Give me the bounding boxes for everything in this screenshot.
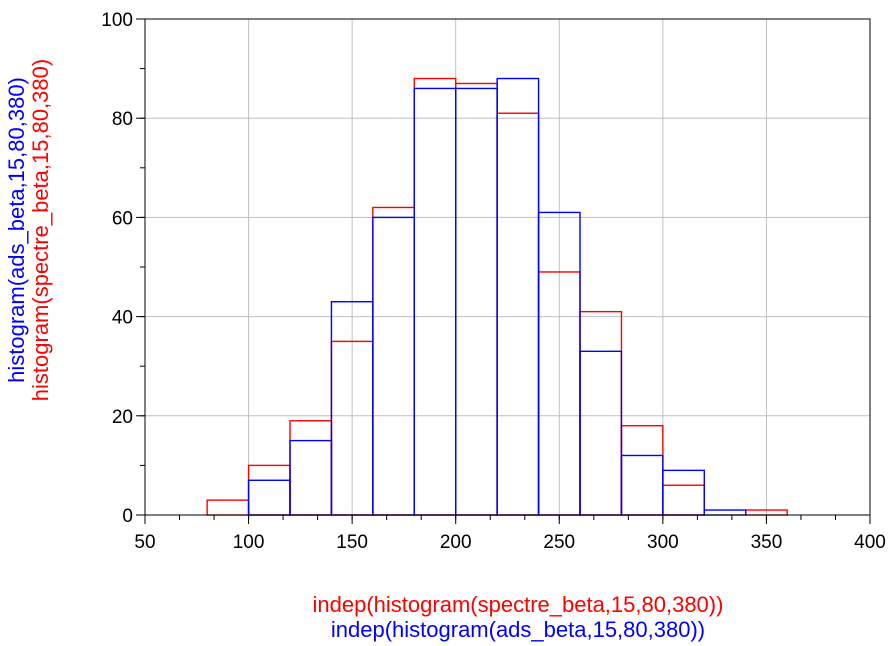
histogram-bar <box>620 454 664 516</box>
plot-frame <box>144 18 871 516</box>
histogram-bars <box>206 77 788 516</box>
histogram-bar <box>662 469 705 516</box>
x-tick-labels: 50 100 150 200 250 300 350 400 <box>134 532 885 553</box>
histogram-bar <box>579 310 623 516</box>
histogram-bar <box>247 464 291 516</box>
y-axis-title-line-1: histogram(ads_beta,15,80,380) <box>4 77 29 383</box>
histogram-bar <box>662 484 705 516</box>
axis-ticks <box>136 18 871 524</box>
x-tick-label: 250 <box>543 532 575 553</box>
x-tick-label: 150 <box>336 532 368 553</box>
y-tick-label: 20 <box>112 407 133 428</box>
x-tick-label: 300 <box>647 532 679 553</box>
y-tick-labels: 0 20 40 60 80 100 <box>101 10 133 527</box>
x-tick-label: 100 <box>233 532 265 553</box>
x-tick-label: 400 <box>854 532 886 553</box>
y-tick-label: 60 <box>112 208 133 229</box>
y-tick-label: 0 <box>122 506 133 527</box>
y-tick-label: 80 <box>112 109 133 130</box>
histogram-bar <box>496 112 540 516</box>
histogram-bar <box>413 77 457 516</box>
x-tick-label: 50 <box>134 532 155 553</box>
histogram-bar <box>372 216 415 516</box>
histogram-bar <box>579 350 623 516</box>
x-tick-label: 200 <box>440 532 472 553</box>
x-axis-title-line-2: indep(histogram(ads_beta,15,80,380)) <box>331 617 705 642</box>
histogram-bar <box>247 479 291 516</box>
grid-lines <box>145 19 870 515</box>
histogram-bar <box>206 499 250 516</box>
series-ads <box>247 77 747 516</box>
y-tick-label: 100 <box>101 10 133 31</box>
histogram-bar <box>289 420 333 516</box>
y-tick-label: 40 <box>112 308 133 329</box>
histogram-bar <box>372 206 415 516</box>
histogram-bar <box>496 77 540 516</box>
histogram-bar <box>455 87 498 516</box>
histogram-bar <box>455 82 498 516</box>
x-axis-title-line-1: indep(histogram(spectre_beta,15,80,380)) <box>313 592 724 617</box>
y-axis-title-line-2: histogram(spectre_beta,15,80,380) <box>28 59 53 401</box>
histogram-bar <box>413 87 457 516</box>
x-tick-label: 350 <box>751 532 783 553</box>
histogram-bar <box>620 425 664 516</box>
histogram-bar <box>289 439 333 516</box>
histogram-bar <box>703 509 747 516</box>
